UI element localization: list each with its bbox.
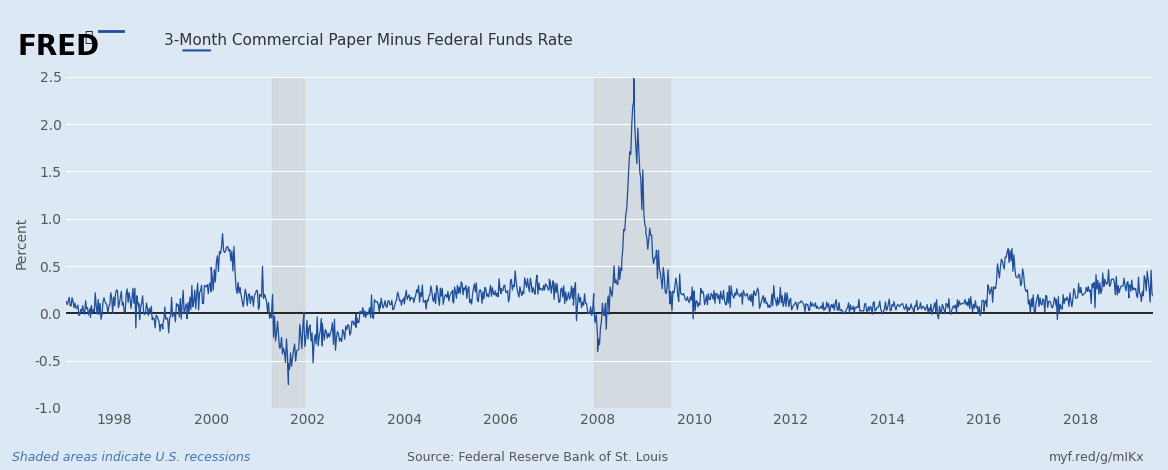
Text: 3-Month Commercial Paper Minus Federal Funds Rate: 3-Month Commercial Paper Minus Federal F… xyxy=(164,33,572,48)
Y-axis label: Percent: Percent xyxy=(15,216,29,268)
Bar xyxy=(593,77,670,408)
Text: Shaded areas indicate U.S. recessions: Shaded areas indicate U.S. recessions xyxy=(12,451,250,463)
Text: Source: Federal Reserve Bank of St. Louis: Source: Federal Reserve Bank of St. Loui… xyxy=(406,451,668,463)
Text: 📈: 📈 xyxy=(84,31,92,45)
Bar xyxy=(271,77,304,408)
Text: myf.red/g/mIKx: myf.red/g/mIKx xyxy=(1049,451,1145,463)
Text: FRED: FRED xyxy=(18,33,99,61)
